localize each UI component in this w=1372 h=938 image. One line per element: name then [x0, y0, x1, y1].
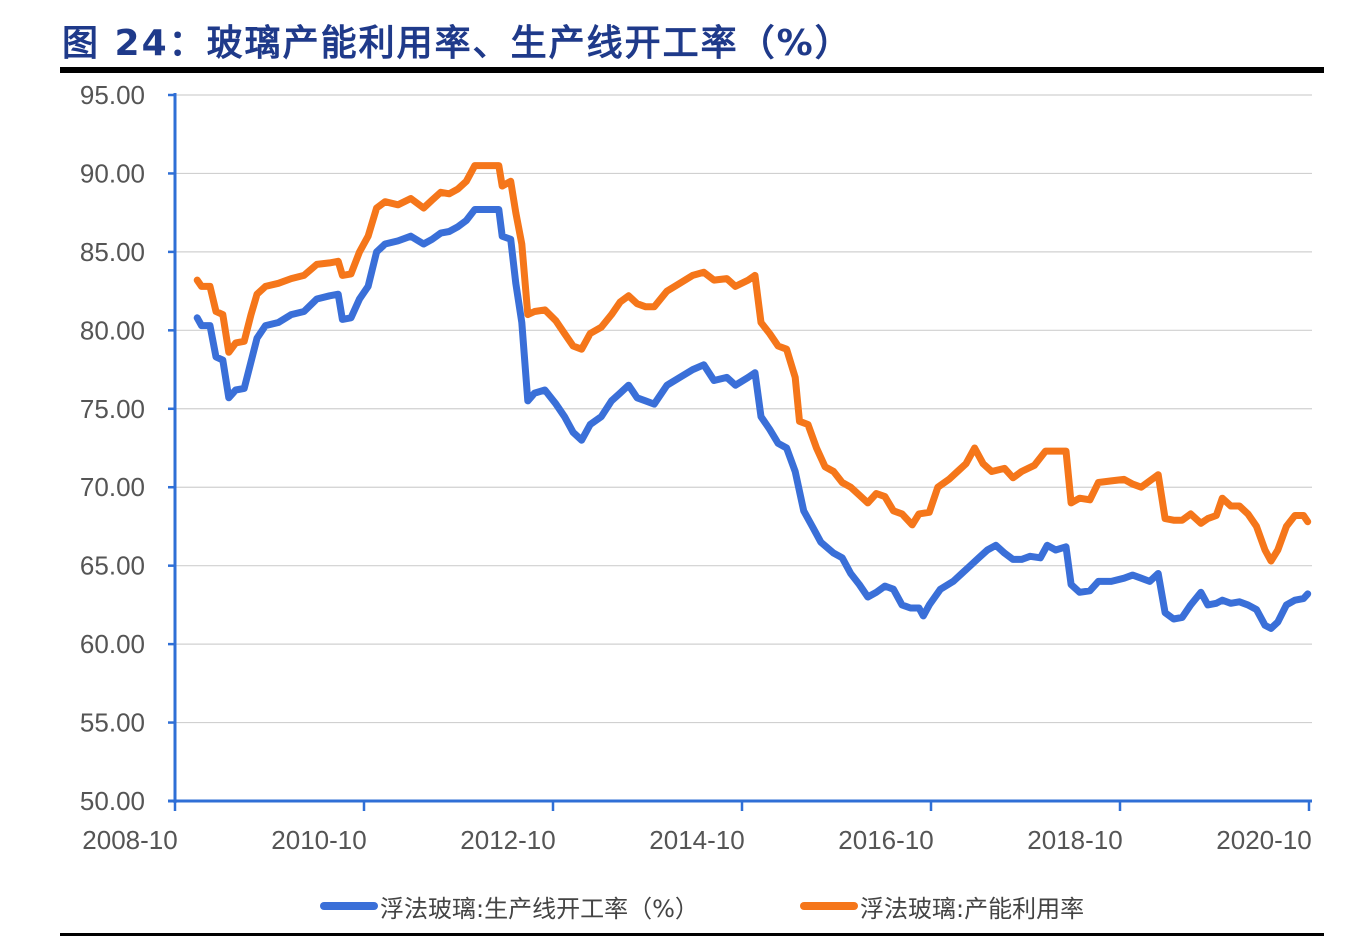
y-tick-label: 60.00: [80, 629, 145, 659]
series-operating-rate-line: [193, 206, 1312, 632]
chart-title: 图 24：玻璃产能利用率、生产线开工率（%）: [62, 23, 853, 64]
legend-swatch-blue: [320, 902, 378, 910]
x-tick-label: 2018-10: [1027, 825, 1122, 855]
gridlines: [175, 94, 1312, 724]
y-axis: 95.00 90.00 85.00 80.00 75.00 70.00 65.00 60.00…: [80, 80, 177, 816]
x-axis: 2008-10 2010-10 2012-10 2014-10 2016-10 2018-…: [82, 799, 1312, 855]
x-tick-label: 2016-10: [838, 825, 933, 855]
y-tick-label: 75.00: [80, 394, 145, 424]
legend-item-operating-rate: 浮法玻璃:生产线开工率（%）: [320, 888, 699, 924]
series-capacity-utilization-line: [193, 162, 1312, 565]
y-tick-label: 65.00: [80, 551, 145, 581]
legend: 浮法玻璃:生产线开工率（%） 浮法玻璃:产能利用率: [0, 888, 1372, 924]
legend-label-capacity-utilization: 浮法玻璃:产能利用率: [860, 894, 1085, 923]
y-tick-label: 95.00: [80, 80, 145, 110]
legend-item-capacity-utilization: 浮法玻璃:产能利用率: [800, 888, 1084, 924]
y-tick-label: 55.00: [80, 708, 145, 738]
y-tick-label: 90.00: [80, 158, 145, 188]
y-tick-label: 80.00: [80, 315, 145, 345]
x-tick-label: 2010-10: [271, 825, 366, 855]
y-tick-label: 50.00: [80, 786, 145, 816]
bottom-rule: [60, 933, 1324, 936]
title-row: 图 24：玻璃产能利用率、生产线开工率（%）: [62, 14, 853, 66]
x-tick-label: 2020-10: [1216, 825, 1311, 855]
y-tick-label: 85.00: [80, 237, 145, 267]
x-tick-label: 2012-10: [460, 825, 555, 855]
legend-swatch-orange: [800, 902, 858, 910]
x-tick-label: 2008-10: [82, 825, 177, 855]
legend-label-operating-rate: 浮法玻璃:生产线开工率（%）: [380, 894, 699, 923]
title-underline: [60, 67, 1324, 73]
y-tick-label: 70.00: [80, 472, 145, 502]
x-tick-label: 2014-10: [649, 825, 744, 855]
series-lines: [193, 162, 1312, 632]
